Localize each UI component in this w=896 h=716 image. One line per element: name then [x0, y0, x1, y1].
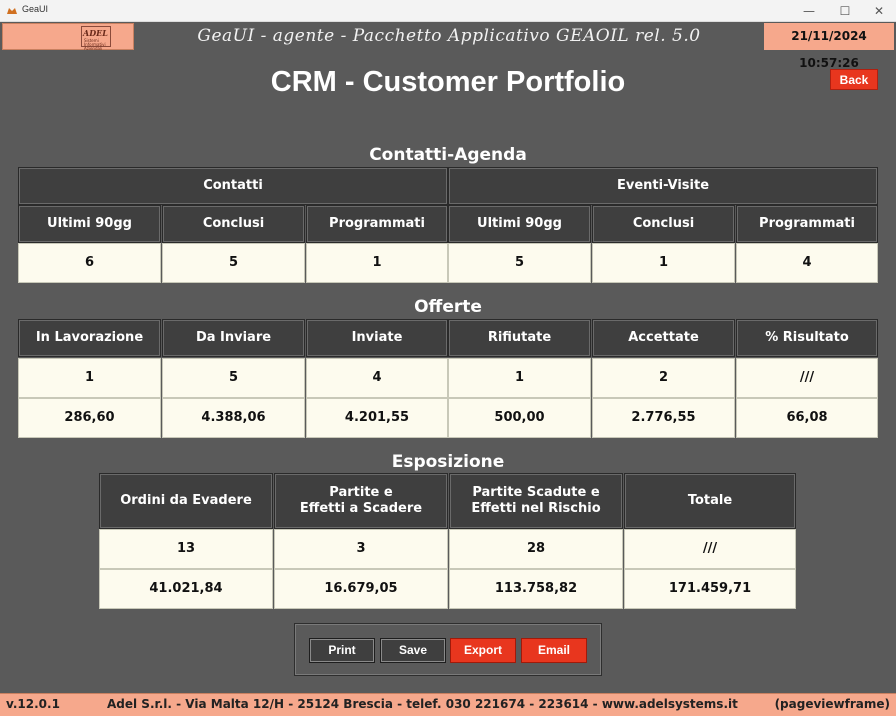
company-address: Adel S.r.l. - Via Malta 12/H - 25124 Bre… — [107, 697, 738, 711]
version-label: v.12.0.1 — [6, 697, 60, 711]
save-button[interactable]: Save — [380, 638, 446, 663]
section-title-offerte: Offerte — [414, 297, 482, 317]
group-header-contatti: Contatti — [18, 167, 448, 205]
header-contatti-ultimi-90gg: Ultimi 90gg — [18, 205, 161, 243]
count-offerte-risultato: /// — [736, 358, 878, 398]
value-contatti-programmati: 1 — [306, 243, 448, 283]
maximize-icon: ☐ — [839, 4, 851, 18]
amount-offerte-accettate: 2.776,55 — [592, 398, 735, 438]
minimize-button[interactable]: — — [792, 0, 826, 22]
amount-ordini-da-evadere: 41.021,84 — [99, 569, 273, 609]
section-title-contatti-agenda: Contatti-Agenda — [369, 145, 527, 165]
count-offerte-in-lavorazione: 1 — [18, 358, 161, 398]
export-button[interactable]: Export — [450, 638, 516, 663]
status-footer: v.12.0.1 Adel S.r.l. - Via Malta 12/H - … — [0, 693, 896, 716]
header-partite-scadute-effetti-rischio: Partite Scadute e Effetti nel Rischio — [449, 473, 623, 529]
amount-totale: 171.459,71 — [624, 569, 796, 609]
header-partite-effetti-a-scadere: Partite e Effetti a Scadere — [274, 473, 448, 529]
window-title: GeaUI — [22, 4, 49, 14]
close-button[interactable]: ✕ — [862, 0, 896, 22]
value-contatti-ultimi-90gg: 6 — [18, 243, 161, 283]
group-header-eventi-visite: Eventi-Visite — [448, 167, 878, 205]
count-offerte-accettate: 2 — [592, 358, 735, 398]
amount-offerte-rifiutate: 500,00 — [448, 398, 591, 438]
header-offerte-inviate: Inviate — [306, 319, 448, 357]
count-offerte-inviate: 4 — [306, 358, 448, 398]
maximize-button[interactable]: ☐ — [828, 0, 862, 22]
close-icon: ✕ — [873, 4, 885, 18]
amount-partite-scadute: 113.758,82 — [449, 569, 623, 609]
header-eventi-conclusi: Conclusi — [592, 205, 735, 243]
header-contatti-programmati: Programmati — [306, 205, 448, 243]
minimize-icon: — — [803, 4, 815, 18]
company-logo: ADEL Sistemi Informativi Aziendali — [2, 23, 134, 51]
count-partite-a-scadere: 3 — [274, 529, 448, 569]
header-offerte-in-lavorazione: In Lavorazione — [18, 319, 161, 357]
header-contatti-conclusi: Conclusi — [162, 205, 305, 243]
amount-offerte-inviate: 4.201,55 — [306, 398, 448, 438]
amount-offerte-risultato: 66,08 — [736, 398, 878, 438]
section-title-esposizione: Esposizione — [391, 452, 505, 472]
datetime-display: 21/11/2024 10:57:26 — [764, 23, 894, 70]
header-offerte-da-inviare: Da Inviare — [162, 319, 305, 357]
print-button[interactable]: Print — [309, 638, 375, 663]
app-icon — [7, 8, 17, 14]
header-ordini-da-evadere: Ordini da Evadere — [99, 473, 273, 529]
value-eventi-conclusi: 1 — [592, 243, 735, 283]
value-eventi-ultimi-90gg: 5 — [448, 243, 591, 283]
header-offerte-rifiutate: Rifiutate — [448, 319, 591, 357]
value-contatti-conclusi: 5 — [162, 243, 305, 283]
count-offerte-rifiutate: 1 — [448, 358, 591, 398]
count-ordini-da-evadere: 13 — [99, 529, 273, 569]
amount-offerte-in-lavorazione: 286,60 — [18, 398, 161, 438]
amount-partite-a-scadere: 16.679,05 — [274, 569, 448, 609]
count-partite-scadute: 28 — [449, 529, 623, 569]
value-eventi-programmati: 4 — [736, 243, 878, 283]
window-titlebar: GeaUI — ☐ ✕ — [0, 0, 896, 22]
header-eventi-ultimi-90gg: Ultimi 90gg — [448, 205, 591, 243]
email-button[interactable]: Email — [521, 638, 587, 663]
count-offerte-da-inviare: 5 — [162, 358, 305, 398]
frame-label: (pageviewframe) — [774, 697, 890, 711]
header-totale: Totale — [624, 473, 796, 529]
logo-box: ADEL Sistemi Informativi Aziendali — [81, 26, 111, 51]
header-offerte-risultato: % Risultato — [736, 319, 878, 357]
application-title: GeaUI - agente - Pacchetto Applicativo G… — [197, 26, 701, 46]
app-header: ADEL Sistemi Informativi Aziendali GeaUI… — [0, 22, 896, 70]
header-eventi-programmati: Programmati — [736, 205, 878, 243]
page-title: CRM - Customer Portfolio — [270, 66, 626, 98]
count-totale: /// — [624, 529, 796, 569]
back-button[interactable]: Back — [830, 69, 878, 90]
amount-offerte-da-inviare: 4.388,06 — [162, 398, 305, 438]
header-offerte-accettate: Accettate — [592, 319, 735, 357]
